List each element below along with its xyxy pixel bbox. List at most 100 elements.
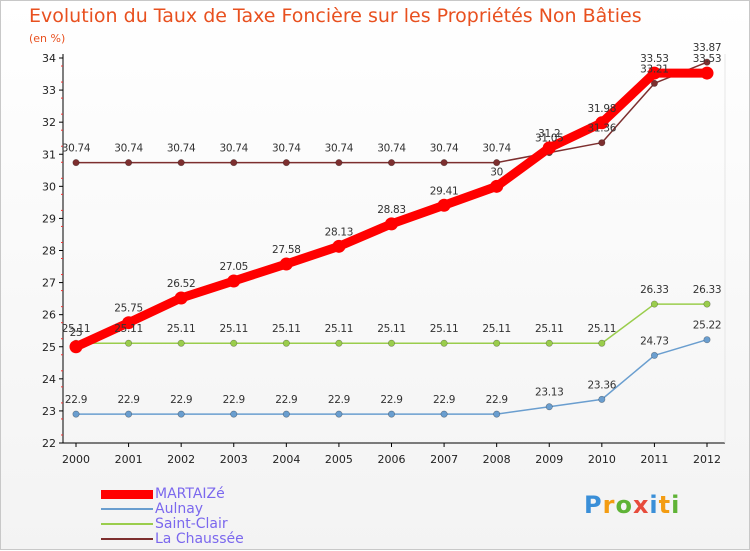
data-label-martaize: 26.52	[167, 278, 196, 290]
data-point-saint-clair	[335, 339, 343, 347]
data-label-saint-clair: 25.11	[377, 323, 406, 335]
x-tick-label: 2009	[535, 453, 563, 466]
data-point-martaize	[700, 66, 714, 80]
data-point-aulnay	[72, 410, 80, 418]
data-label-la-chaussee: 30.74	[114, 143, 143, 155]
y-tick-label: 25	[42, 341, 56, 354]
data-point-martaize	[385, 217, 398, 231]
data-point-aulnay	[387, 410, 395, 418]
data-label-martaize: 33.53	[640, 53, 669, 65]
y-tick-label: 32	[42, 116, 56, 129]
data-label-saint-clair: 25.11	[114, 323, 143, 335]
logo-letter: o	[615, 491, 633, 519]
data-label-aulnay: 22.9	[328, 394, 350, 406]
data-point-saint-clair	[282, 339, 290, 347]
logo-letter: x	[632, 491, 650, 519]
data-point-aulnay	[598, 395, 606, 403]
data-label-saint-clair: 25.11	[62, 323, 91, 335]
data-label-martaize: 27.05	[219, 261, 248, 273]
data-label-martaize: 30	[490, 166, 503, 178]
data-point-saint-clair	[440, 339, 448, 347]
data-label-martaize: 28.13	[325, 226, 354, 238]
data-point-martaize	[332, 239, 346, 253]
data-label-saint-clair: 25.11	[482, 323, 511, 335]
data-point-aulnay	[440, 410, 448, 418]
logo-letter: i	[671, 491, 681, 519]
x-tick-label: 2012	[693, 453, 721, 466]
data-point-martaize	[69, 340, 83, 354]
data-label-la-chaussee: 33.87	[693, 42, 722, 54]
y-tick-label: 22	[42, 437, 56, 450]
y-tick-label: 34	[42, 52, 56, 65]
legend-swatch-martaize	[101, 490, 153, 499]
data-label-saint-clair: 26.33	[640, 284, 669, 296]
y-tick-label: 28	[42, 245, 56, 258]
data-label-la-chaussee: 30.74	[377, 143, 406, 155]
data-label-la-chaussee: 31.36	[588, 123, 617, 135]
data-point-la-chaussee	[282, 159, 290, 167]
data-point-aulnay	[493, 410, 501, 418]
data-point-saint-clair	[545, 339, 553, 347]
x-tick-label: 2008	[483, 453, 511, 466]
x-tick-label: 2010	[588, 453, 616, 466]
data-label-martaize: 33.53	[693, 53, 722, 65]
data-label-saint-clair: 25.11	[588, 323, 617, 335]
data-label-saint-clair: 25.11	[167, 323, 196, 335]
data-label-saint-clair: 25.11	[325, 323, 354, 335]
legend-label-martaize: MARTAIZé	[155, 486, 225, 502]
logo-letter: r	[602, 491, 616, 519]
data-point-saint-clair	[387, 339, 395, 347]
data-point-martaize	[227, 274, 241, 288]
data-point-saint-clair	[650, 300, 658, 308]
data-point-la-chaussee	[72, 159, 80, 167]
x-tick-label: 2005	[325, 453, 353, 466]
data-label-martaize: 25	[70, 327, 83, 339]
y-tick-label: 27	[42, 277, 56, 290]
logo-letter: P	[584, 491, 603, 519]
data-point-saint-clair	[493, 339, 501, 347]
chart-title: Evolution du Taux de Taxe Foncière sur l…	[29, 5, 642, 27]
data-label-aulnay: 23.36	[588, 379, 617, 391]
data-label-aulnay: 25.22	[693, 320, 722, 332]
legend-label-la-chaussee: La Chaussée	[155, 531, 244, 547]
data-label-martaize: 31.98	[588, 103, 617, 115]
legend-label-aulnay: Aulnay	[155, 501, 204, 517]
data-point-martaize	[122, 316, 136, 330]
x-tick-label: 2011	[640, 453, 668, 466]
data-label-saint-clair: 25.11	[272, 323, 301, 335]
y-tick-label: 23	[42, 405, 56, 418]
y-tick-label: 24	[42, 373, 56, 386]
data-point-la-chaussee	[230, 159, 238, 167]
data-point-la-chaussee	[703, 58, 711, 66]
data-point-martaize	[647, 66, 661, 80]
data-label-aulnay: 22.9	[486, 394, 508, 406]
x-tick-label: 2003	[220, 453, 248, 466]
data-point-saint-clair	[230, 339, 238, 347]
data-point-saint-clair	[598, 339, 606, 347]
data-point-martaize	[490, 179, 504, 193]
data-label-la-chaussee: 30.74	[272, 143, 301, 155]
data-label-martaize: 28.83	[377, 204, 406, 216]
data-label-martaize: 29.41	[430, 185, 459, 197]
data-label-martaize: 25.75	[114, 303, 143, 315]
x-tick-label: 2000	[62, 453, 90, 466]
data-label-la-chaussee: 30.74	[430, 143, 459, 155]
x-tick-label: 2007	[430, 453, 458, 466]
data-point-aulnay	[177, 410, 185, 418]
data-label-aulnay: 22.9	[433, 394, 455, 406]
data-label-la-chaussee: 30.74	[62, 143, 91, 155]
data-label-aulnay: 22.9	[117, 394, 139, 406]
data-label-aulnay: 24.73	[640, 335, 669, 347]
data-label-la-chaussee: 30.74	[325, 143, 354, 155]
y-tick-label: 29	[42, 212, 56, 225]
data-point-la-chaussee	[125, 159, 133, 167]
data-point-saint-clair	[177, 339, 185, 347]
x-tick-label: 2004	[272, 453, 300, 466]
data-point-saint-clair	[703, 300, 711, 308]
data-label-saint-clair: 26.33	[693, 284, 722, 296]
data-point-aulnay	[650, 351, 658, 359]
data-point-la-chaussee	[650, 79, 658, 87]
data-label-la-chaussee: 31.05	[535, 133, 564, 145]
logo-letter: t	[658, 491, 672, 519]
